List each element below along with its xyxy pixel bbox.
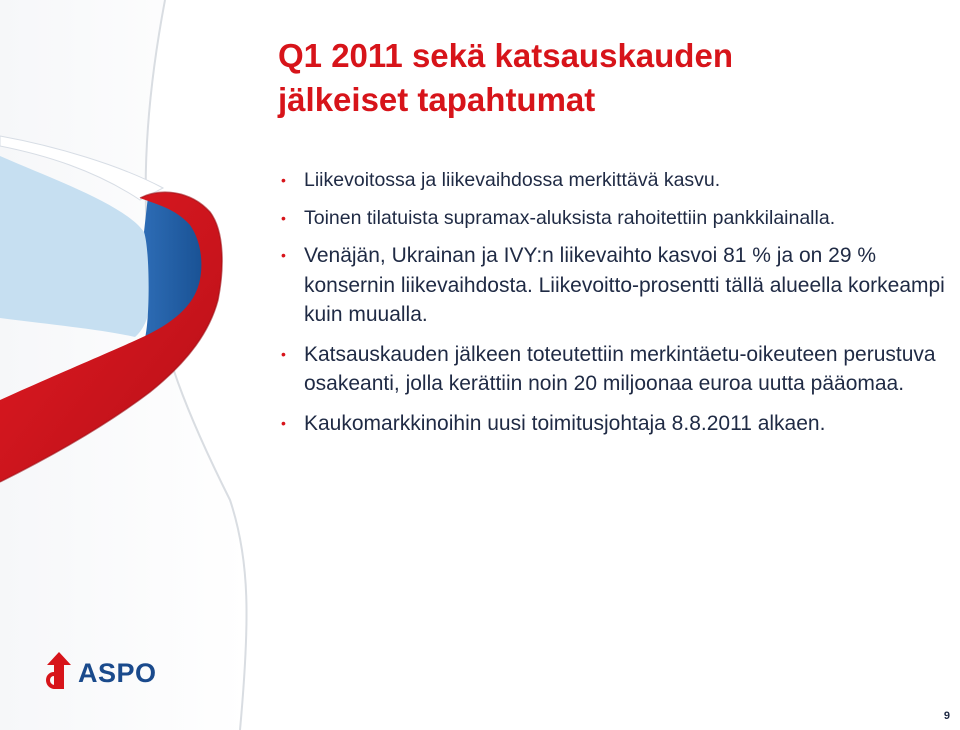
bullet-item-growth: • Liikevoitossa ja liikevaihdossa merkit…: [281, 166, 951, 195]
slide-title: Q1 2011 sekä katsauskauden jälkeiset tap…: [278, 34, 918, 122]
left-panel-edge-line: [144, 0, 248, 730]
white-ribbon-band: [0, 135, 165, 201]
red-ribbon-edge: [0, 191, 223, 483]
aspo-logo-text: ASPO: [78, 658, 157, 688]
light-blue-ribbon: [0, 156, 151, 337]
bullet-dot-icon: •: [281, 172, 286, 188]
bullet-text-financing: Toinen tilatuista supramax-aluksista rah…: [304, 206, 836, 229]
bullet-item-financing: • Toinen tilatuista supramax-aluksista r…: [281, 204, 951, 233]
bullet-text-growth: Liikevoitossa ja liikevaihdossa merkittä…: [304, 169, 721, 191]
bullet-dot-icon: •: [281, 414, 286, 431]
bullet-item-russia-ukraine-cis: • Venäjän, Ukrainan ja IVY:n liikevaihto…: [281, 241, 951, 330]
bullet-dot-icon: •: [281, 209, 286, 226]
bullet-dot-icon: •: [281, 247, 286, 263]
bullet-item-share-issue: • Katsauskauden jälkeen toteutettiin mer…: [281, 340, 951, 399]
slide-title-line-1: Q1 2011 sekä katsauskauden: [278, 37, 733, 74]
bullet-dot-icon: •: [281, 345, 286, 362]
slide-title-line-2: jälkeiset tapahtumat: [278, 81, 596, 118]
aspo-arrow-logo-icon: [46, 652, 71, 689]
bullet-list: • Liikevoitossa ja liikevaihdossa merkit…: [281, 166, 951, 448]
bullet-item-new-ceo: • Kaukomarkkinoihin uusi toimitusjohtaja…: [281, 409, 951, 439]
bullet-text-new-ceo: Kaukomarkkinoihin uusi toimitusjohtaja 8…: [304, 411, 826, 435]
bullet-text-russia-ukraine-cis: Venäjän, Ukrainan ja IVY:n liikevaihto k…: [304, 244, 945, 326]
aspo-logo: ASPO: [44, 650, 164, 696]
page-number: 9: [943, 710, 950, 722]
bullet-text-share-issue: Katsauskauden jälkeen toteutettiin merki…: [304, 342, 936, 396]
red-ribbon: [0, 192, 223, 483]
